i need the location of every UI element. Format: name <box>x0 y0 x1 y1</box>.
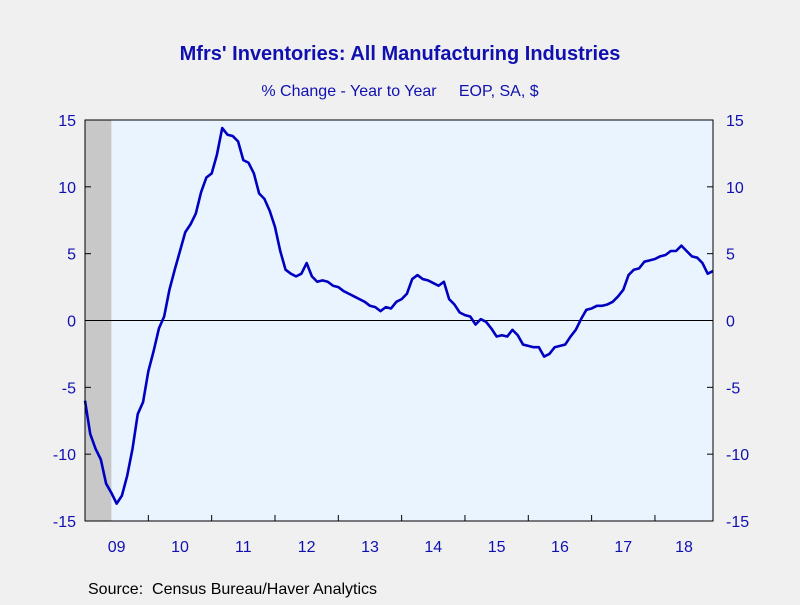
y-tick-label-left: -5 <box>62 380 76 397</box>
x-tick-label: 15 <box>488 539 506 556</box>
x-tick-label: 13 <box>361 539 379 556</box>
series-line <box>83 126 714 505</box>
x-tick-label: 11 <box>235 539 252 556</box>
source-note: Source: Census Bureau/Haver Analytics <box>88 581 377 598</box>
y-tick-label-right: 15 <box>726 113 744 130</box>
x-tick-label: 10 <box>171 539 189 556</box>
y-tick-label-left: 15 <box>58 113 76 130</box>
x-tick-label: 14 <box>424 539 442 556</box>
chart-title: Mfrs' Inventories: All Manufacturing Ind… <box>180 43 621 65</box>
y-tick-label-left: 5 <box>67 247 76 264</box>
y-tick-label-left: -15 <box>53 514 76 531</box>
y-tick-label-left: 10 <box>58 180 76 197</box>
y-tick-label-left: -10 <box>53 447 76 464</box>
y-tick-label-right: 0 <box>726 314 735 331</box>
chart-subtitle: % Change - Year to Year EOP, SA, $ <box>261 83 538 100</box>
x-tick-label: 09 <box>108 539 126 556</box>
y-tick-label-right: 5 <box>726 247 735 264</box>
y-tick-label-right: -10 <box>726 447 749 464</box>
plot-frame <box>84 119 714 522</box>
y-tick-label-right: 10 <box>726 180 744 197</box>
plot-area: -15 -15 -10 -10 -5 -5 0 0 5 5 10 10 15 15 09 10 11 12 13 14… <box>53 113 749 556</box>
y-tick-label-left: 0 <box>67 314 76 331</box>
y-tick-label-right: -5 <box>726 380 740 397</box>
y-tick-label-right: -15 <box>726 514 749 531</box>
x-tick-label: 16 <box>551 539 569 556</box>
x-tick-label: 17 <box>614 539 632 556</box>
x-tick-label: 12 <box>298 539 316 556</box>
x-tick-label: 18 <box>675 539 693 556</box>
